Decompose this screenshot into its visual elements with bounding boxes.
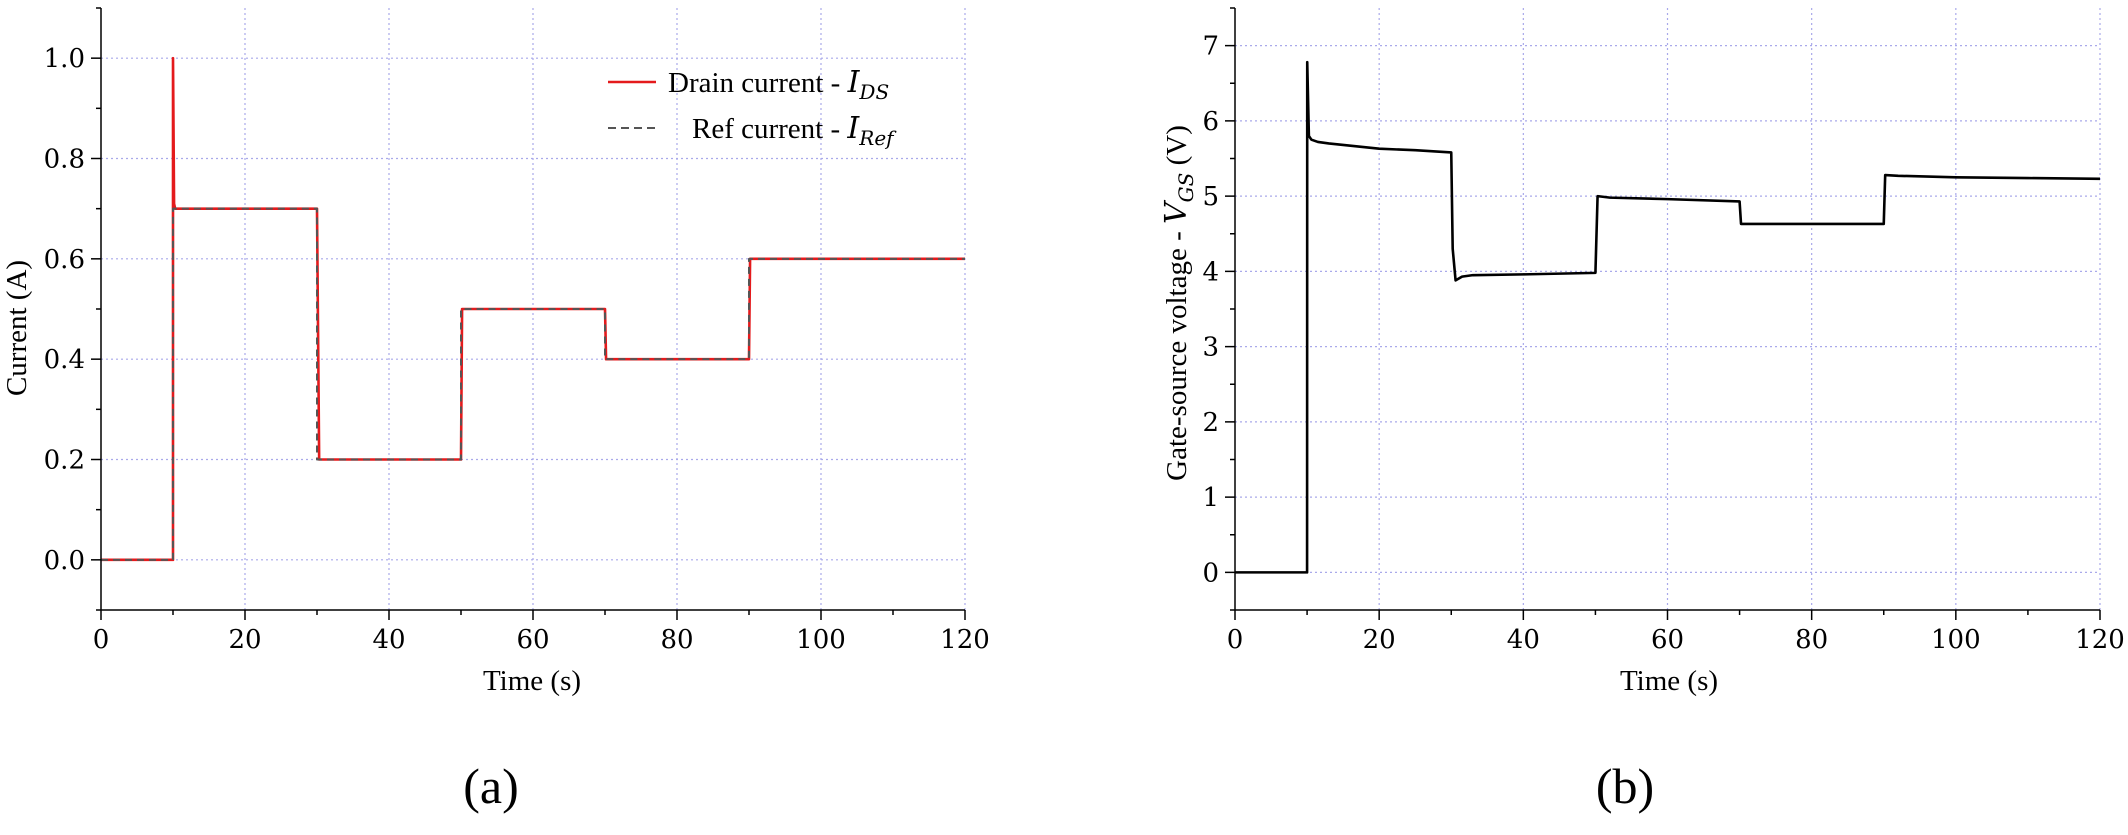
b-x-tick-label: 100: [1931, 625, 1981, 655]
a-y-tick-label: 0.2: [44, 446, 85, 476]
a-x-tick-label: 40: [372, 625, 405, 655]
b-y-tick-label: 6: [1202, 107, 1219, 137]
a-legend: Drain current - IDS Ref current - IRef: [608, 65, 897, 150]
a-y-axis-title: Current (A): [1, 260, 33, 396]
panel-a: 0 20 40 60 80 100 120 0.0 0.2 0.4 0.6 0.8 1.0 Time (…: [1, 7, 990, 814]
a-x-tick-label: 20: [228, 625, 261, 655]
a-x-axis-title: Time (s): [483, 665, 581, 697]
b-series-v-gs: [1235, 60, 2101, 574]
a-x-tick-label: 100: [796, 625, 846, 655]
b-x-tick-label: 120: [2075, 625, 2125, 655]
b-x-axis-title: Time (s): [1620, 665, 1718, 697]
a-x-tick-label: 60: [516, 625, 549, 655]
a-y-tick-label: 0.6: [44, 245, 85, 275]
a-y-tick-label: 1.0: [44, 44, 85, 74]
b-gridlines: [1235, 8, 2101, 610]
legend-label-ref: Ref current - IRef: [692, 111, 897, 150]
a-series-ref-current-i-ref: [101, 207, 965, 561]
panel-label-a: (a): [463, 758, 519, 814]
a-y-tick-label: 0.8: [44, 145, 85, 175]
b-x-tick-label: 40: [1507, 625, 1540, 655]
b-tick-labels: 0 20 40 60 80 100 120 0 1 2 3 4 5 6 7: [1202, 32, 2124, 655]
b-y-tick-label: 7: [1202, 32, 1219, 62]
b-series-lines: [1235, 60, 2101, 574]
panel-label-b: (b): [1596, 758, 1654, 814]
b-axes: [1225, 7, 2101, 620]
a-x-tick-label: 120: [940, 625, 990, 655]
a-y-tick-label: 0.4: [44, 345, 85, 375]
a-y-tick-label: 0.0: [44, 546, 85, 576]
b-y-tick-label: 3: [1202, 333, 1219, 363]
b-y-tick-label: 4: [1202, 257, 1219, 287]
legend-label-drain: Drain current - IDS: [668, 65, 889, 104]
b-y-axis-title: Gate-source voltage - VGS (V): [1159, 125, 1198, 481]
b-y-tick-label: 1: [1202, 483, 1219, 513]
a-axes: [91, 7, 966, 620]
b-x-tick-label: 0: [1227, 625, 1244, 655]
b-y-tick-label: 5: [1202, 182, 1219, 212]
b-x-tick-label: 60: [1651, 625, 1684, 655]
b-x-tick-label: 20: [1363, 625, 1396, 655]
b-y-tick-label: 2: [1202, 408, 1219, 438]
panel-b: 0 20 40 60 80 100 120 0 1 2 3 4 5 6 7 Time (s) Gate-so…: [1159, 7, 2125, 814]
b-x-tick-label: 80: [1795, 625, 1828, 655]
b-y-tick-label: 0: [1202, 558, 1219, 588]
a-series-lines: [101, 56, 965, 562]
a-x-tick-label: 80: [660, 625, 693, 655]
a-x-tick-label: 0: [93, 625, 110, 655]
a-tick-labels: 0 20 40 60 80 100 120 0.0 0.2 0.4 0.6 0.8 1.0: [44, 44, 990, 655]
